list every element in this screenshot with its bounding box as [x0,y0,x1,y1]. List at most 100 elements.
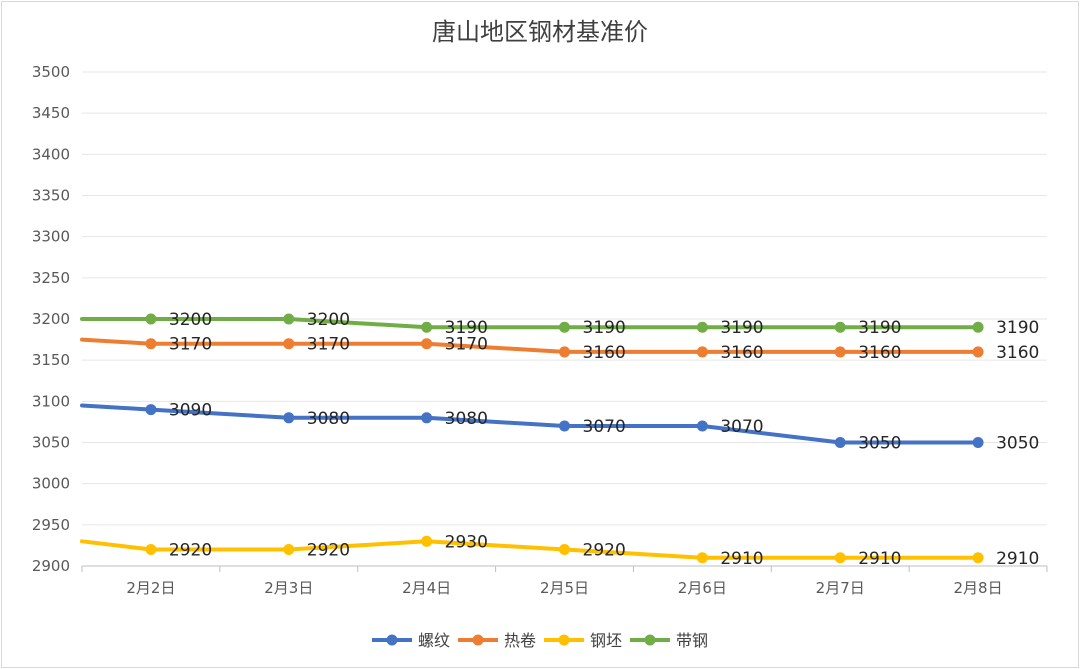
y-tick-label: 3150 [32,351,70,369]
legend-marker [558,634,570,646]
y-tick-label: 3050 [32,434,70,452]
y-tick-label: 2950 [32,516,70,534]
data-point [145,338,157,350]
data-label: 2910 [996,549,1039,569]
data-label: 3200 [307,310,350,330]
data-point [696,346,708,358]
y-tick-label: 3250 [32,269,70,287]
data-point [145,544,157,556]
data-label: 3070 [720,417,763,437]
data-label: 2920 [307,541,350,561]
data-label: 3160 [858,343,901,363]
legend-label: 螺纹 [418,631,450,650]
data-point [972,437,984,448]
data-point [145,404,157,416]
data-label: 3170 [169,335,212,355]
y-tick-label: 3000 [32,475,70,493]
legend-label: 钢坯 [590,631,622,650]
data-label: 3190 [720,318,763,338]
data-point [559,346,570,358]
y-tick-label: 3450 [32,104,70,122]
x-tick-label: 2月6日 [678,579,727,597]
data-label: 3190 [583,318,626,338]
legend-item[interactable]: 螺纹 [372,631,450,650]
data-label: 3160 [583,343,626,363]
legend-label: 热卷 [504,631,536,650]
data-label: 3080 [307,409,350,429]
data-label: 3050 [858,434,901,454]
data-point [972,321,984,333]
series-line [80,403,981,445]
y-axis: 2900 2950 3000 3050 3100 3150 3200 3250 3300 3350… [32,63,70,575]
chart-title: 唐山地区钢材基准价 [432,18,648,46]
data-point [834,346,846,358]
legend-marker [472,634,484,646]
y-tick-label: 3350 [32,187,70,205]
data-label: 2910 [720,549,763,569]
y-tick-label: 3500 [32,63,70,81]
data-point [696,321,708,333]
data-point [145,313,157,325]
legend-item[interactable]: 钢坯 [544,631,622,650]
data-label: 3090 [169,401,212,421]
data-label: 3070 [583,417,626,437]
data-label: 3160 [996,343,1039,363]
y-tick-label: 3400 [32,145,70,163]
data-label: 2920 [169,541,212,561]
data-point [559,321,570,333]
data-label: 2910 [858,549,901,569]
y-tick-label: 3100 [32,392,70,410]
series-2: 3170 3170 3170 3160 3160 3160 3160 [80,335,1039,363]
y-tick-label: 3300 [32,228,70,246]
x-tick-label: 2月5日 [540,579,589,597]
x-tick-label: 2月8日 [954,579,1003,597]
data-point [421,412,433,424]
data-point [972,552,984,564]
x-tick-label: 2月2日 [126,579,175,597]
data-label: 3200 [169,310,212,330]
data-label: 3170 [307,335,350,355]
data-label: 3160 [720,343,763,363]
data-point [696,420,708,432]
legend-marker [644,634,656,646]
data-label: 3190 [858,318,901,338]
series-line [80,337,981,354]
data-point [559,420,570,432]
data-label: 3190 [996,318,1039,338]
data-point [972,346,984,358]
data-label: 3170 [445,335,488,355]
legend[interactable]: 螺纹 热卷 钢坯 带钢 [372,631,708,650]
series-1: 3090 3080 3080 3070 3070 3050 3050 [80,401,1039,454]
x-tick-label: 2月4日 [402,579,451,597]
x-tick-label: 2月7日 [816,579,865,597]
data-point [834,321,846,333]
y-tick-label: 2900 [32,557,70,575]
series-4: 3200 3200 3190 3190 3190 3190 3190 [80,310,1039,338]
data-point [283,412,295,424]
data-point [559,544,570,556]
legend-item[interactable]: 热卷 [458,631,536,650]
data-point [283,338,295,350]
data-point [696,552,708,564]
data-point [421,535,433,547]
series-line [80,539,981,560]
x-axis: 2月2日 2月3日 2月4日 2月5日 2月6日 2月7日 2月8日 [81,566,1048,597]
legend-label: 带钢 [676,631,708,650]
data-label: 3080 [445,409,488,429]
data-label: 3050 [996,434,1039,454]
series-3: 2920 2920 2930 2920 2910 2910 2910 [80,532,1039,569]
data-point [421,338,433,350]
legend-marker [386,634,398,646]
data-label: 2920 [583,541,626,561]
data-point [834,552,846,564]
data-label: 3190 [445,318,488,338]
series-line [80,317,981,330]
data-point [421,321,433,333]
data-point [283,313,295,325]
data-label: 2930 [445,532,488,552]
data-point [283,544,295,556]
legend-item[interactable]: 带钢 [630,631,708,650]
